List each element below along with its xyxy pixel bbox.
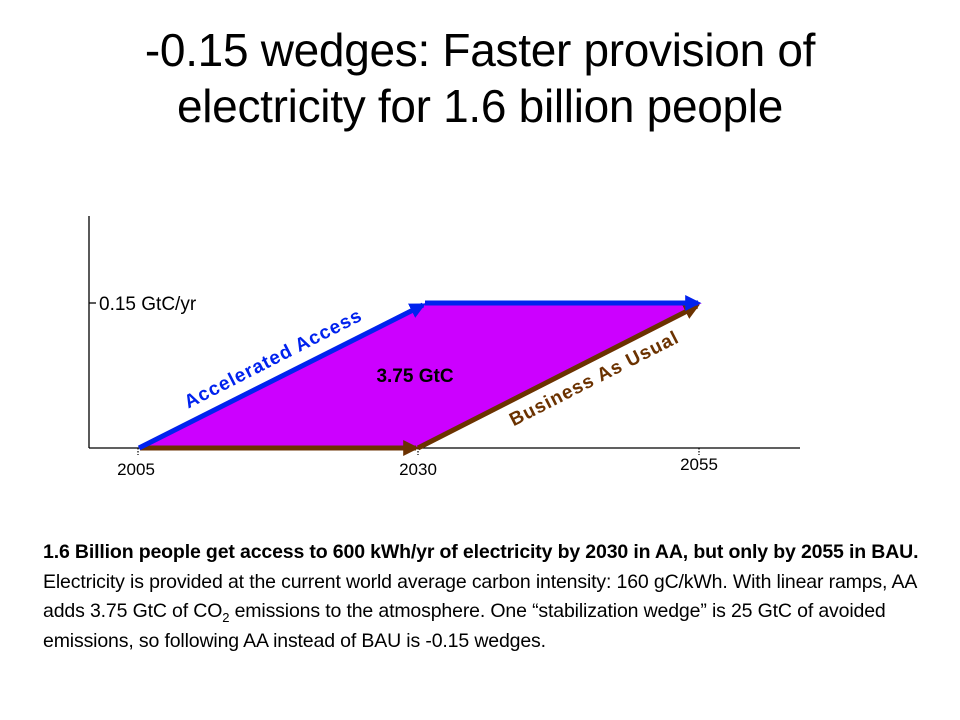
- x-tick-label-2030: 2030: [399, 460, 437, 479]
- caption-text-2: emissions to the atmosphere. One “stabil…: [43, 600, 886, 652]
- area-label: 3.75 GtC: [376, 366, 453, 387]
- page-title: -0.15 wedges: Faster provision of electr…: [0, 22, 960, 134]
- wedge-area: [138, 303, 702, 448]
- bau-ramp-arrow: [416, 303, 700, 451]
- caption-paragraph: 1.6 Billion people get access to 600 kWh…: [43, 538, 923, 656]
- caption-bold-text: 1.6 Billion people get access to 600 kWh…: [43, 541, 919, 563]
- x-tick-label-2005: 2005: [117, 460, 155, 479]
- caption-text-1: Electricity is provided at the current w…: [43, 570, 917, 623]
- y-axis-value-label: 0.15 GtC/yr: [99, 294, 197, 315]
- caption-subscript: 2: [222, 609, 230, 625]
- x-tick-label-2055: 2055: [680, 455, 718, 474]
- aa-ramp-arrow: [137, 302, 426, 451]
- title-line-1: -0.15 wedges: Faster provision of: [144, 24, 816, 76]
- title-line-2: electricity for 1.6 billion people: [176, 80, 784, 132]
